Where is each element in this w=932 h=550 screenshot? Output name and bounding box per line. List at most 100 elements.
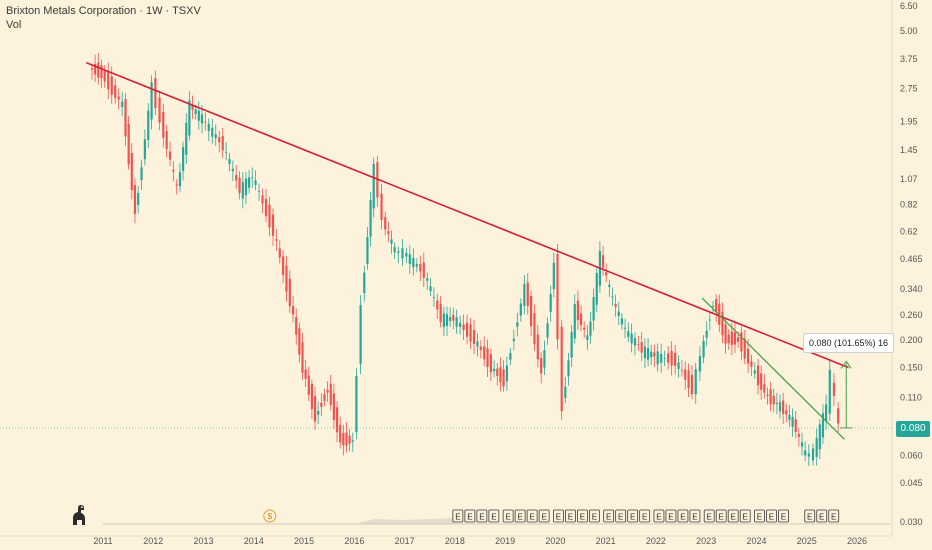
candle-body — [268, 204, 271, 228]
y-tick-label: 0.200 — [900, 335, 923, 345]
earnings-icon — [577, 509, 588, 523]
candle-body — [282, 256, 285, 276]
volume-area — [123, 518, 455, 524]
candle-body — [200, 114, 204, 124]
earnings-icon — [452, 509, 464, 523]
candle-body — [117, 96, 120, 100]
x-tick-label: 2020 — [545, 536, 565, 546]
earnings-label: E — [781, 513, 786, 522]
candle-body — [363, 272, 366, 294]
candle-body — [351, 440, 354, 442]
candle-body — [317, 410, 320, 415]
x-tick-label: 2023 — [696, 536, 716, 546]
candle-body — [175, 184, 178, 186]
candle-body — [694, 369, 697, 395]
candle-body — [605, 272, 608, 276]
candle-body — [335, 407, 339, 433]
candle-body — [825, 404, 828, 422]
candle-body — [211, 127, 214, 137]
x-tick-label: 2026 — [847, 536, 867, 546]
chart-header: Brixton Metals Corporation · 1W · TSXV V… — [6, 4, 201, 32]
y-tick-label: 1.07 — [900, 174, 918, 184]
earnings-icon — [502, 509, 514, 523]
candle-body — [589, 321, 592, 336]
y-tick-label: 2.75 — [900, 84, 918, 94]
tradingview-logo-icon[interactable] — [70, 504, 88, 531]
earnings-label: E — [757, 513, 762, 522]
y-tick-label: 0.62 — [900, 226, 918, 236]
y-tick-label: 1.45 — [900, 145, 918, 155]
candle-body — [165, 131, 168, 149]
candle-body — [733, 332, 737, 345]
candle-body — [254, 180, 257, 186]
candle-body — [611, 296, 614, 298]
candle-body — [721, 311, 724, 336]
candle-body — [455, 317, 458, 327]
candle-body — [140, 167, 143, 181]
candle-body — [750, 361, 753, 367]
y-tick-label: 6.50 — [900, 1, 918, 11]
candle-body — [449, 317, 452, 322]
candle-body — [811, 448, 815, 461]
candle-body — [191, 104, 194, 110]
candle-body — [137, 192, 140, 205]
y-tick-label: 5.00 — [900, 26, 918, 36]
candle-body — [295, 317, 298, 335]
candle-body — [788, 414, 791, 420]
candle-body — [355, 376, 358, 433]
earnings-label: E — [680, 513, 685, 522]
earnings-label: E — [831, 513, 836, 522]
candle-body — [291, 306, 295, 315]
earnings-icon — [526, 509, 538, 523]
earnings-label: E — [556, 513, 561, 522]
candle-body — [552, 262, 555, 290]
candle-body — [218, 137, 221, 143]
y-tick-label: 0.340 — [900, 284, 923, 294]
candle-body — [499, 367, 502, 383]
x-tick-label: 2025 — [797, 536, 817, 546]
candle-body — [197, 110, 200, 121]
candle-body — [94, 63, 97, 75]
candle-body — [257, 191, 261, 192]
x-tick-label: 2016 — [344, 536, 364, 546]
earnings-label: E — [719, 513, 724, 522]
candle-body — [158, 97, 161, 123]
candle-body — [476, 341, 479, 347]
candle-body — [188, 100, 191, 136]
earnings-label: E — [692, 513, 697, 522]
earnings-label: E — [731, 513, 736, 522]
candle-body — [567, 360, 570, 377]
candle-body — [436, 300, 439, 310]
candle-body — [570, 332, 573, 358]
candle-body — [207, 123, 210, 132]
earnings-icon — [514, 509, 526, 523]
earnings-label: E — [743, 513, 748, 522]
candle-body — [804, 450, 807, 456]
candle-body — [121, 101, 124, 108]
candle-body — [462, 324, 465, 331]
candle-body — [546, 323, 549, 338]
candle-body — [705, 330, 708, 338]
y-tick-label: 3.75 — [900, 54, 918, 64]
candle-body — [769, 389, 772, 405]
earnings-icon — [639, 509, 651, 523]
symbol-title[interactable]: Brixton Metals Corporation · 1W · TSXV — [6, 5, 201, 17]
candle-body — [489, 354, 492, 373]
y-tick-label: 0.060 — [900, 450, 923, 460]
earnings-label: E — [807, 513, 812, 522]
y-tick-label: 1.95 — [900, 117, 918, 127]
candle-body — [393, 247, 396, 253]
y-tick-label: 0.045 — [900, 478, 923, 488]
volume-label[interactable]: Vol — [6, 19, 22, 31]
candle-body — [677, 362, 680, 369]
candle-body — [540, 358, 543, 374]
candle-body — [320, 402, 323, 407]
x-tick-label: 2018 — [445, 536, 465, 546]
candle-body — [204, 121, 207, 123]
candle-body — [408, 254, 411, 264]
candle-body — [772, 395, 775, 405]
candle-body — [828, 369, 831, 414]
earnings-label: E — [606, 513, 611, 522]
candle-body — [756, 365, 760, 386]
